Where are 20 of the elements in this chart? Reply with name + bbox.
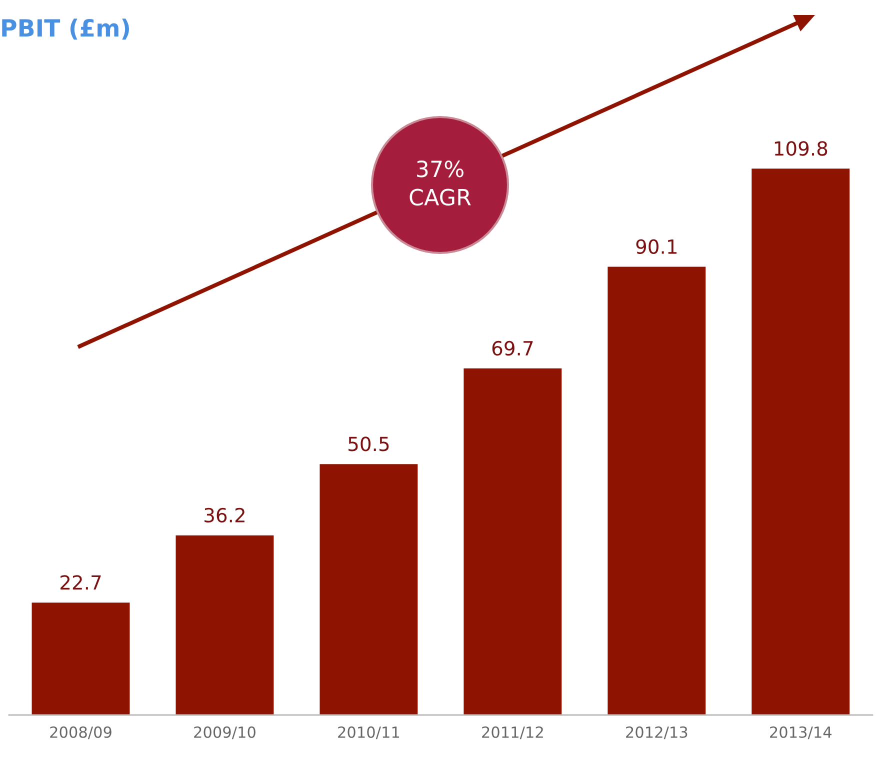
data-label: 36.2 [204, 508, 244, 523]
x-tick-label: 2010/11 [338, 726, 400, 740]
bar [318, 462, 420, 715]
bar [750, 167, 851, 715]
x-tick-label: 2011/12 [482, 726, 543, 740]
data-label: 90.1 [636, 239, 677, 254]
chart-title: PBIT (£m) [2, 18, 129, 40]
bar [462, 367, 564, 715]
bar [30, 601, 132, 715]
data-label: 50.5 [348, 436, 389, 452]
bar [174, 534, 276, 715]
bar [606, 265, 708, 715]
x-tick-label: 2013/14 [770, 726, 832, 740]
data-label: 22.7 [60, 575, 101, 590]
x-tick-label: 2008/09 [50, 726, 112, 740]
data-label: 109.8 [774, 141, 828, 156]
x-tick-label: 2009/10 [194, 726, 256, 740]
x-tick-label: 2012/13 [626, 726, 688, 740]
annotation: 37% CAGR [410, 160, 471, 206]
data-label: 69.7 [492, 340, 533, 356]
